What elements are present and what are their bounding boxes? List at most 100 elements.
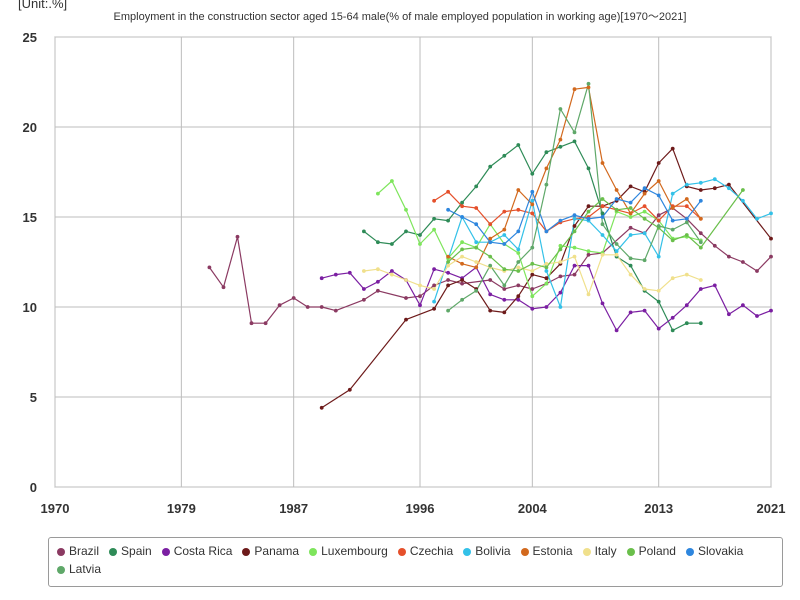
data-point-estonia: [502, 227, 507, 232]
data-point-italy: [390, 272, 394, 277]
data-point-bolivia: [572, 216, 577, 221]
data-point-italy: [670, 276, 675, 281]
data-point-estonia: [544, 166, 549, 171]
legend-item-costa-rica: Costa Rica: [161, 544, 233, 558]
data-point-panama: [488, 308, 493, 313]
data-point-estonia: [460, 261, 464, 266]
data-point-poland: [600, 197, 605, 201]
data-point-bolivia: [670, 191, 675, 196]
data-point-brazil: [741, 260, 745, 264]
data-point-italy: [474, 260, 479, 264]
data-point-slovakia: [628, 200, 633, 205]
legend-item-latvia: Latvia: [57, 562, 101, 576]
data-point-brazil: [502, 287, 507, 291]
data-point-brazil: [207, 265, 212, 270]
series-line-costa-rica: [321, 265, 772, 331]
data-point-costa-rica: [488, 292, 493, 297]
data-point-brazil: [530, 287, 535, 291]
data-point-czechia: [460, 204, 464, 209]
legend-label: Latvia: [69, 562, 102, 576]
data-point-czechia: [642, 204, 647, 209]
legend-label: Costa Rica: [173, 544, 233, 558]
data-point-brazil: [572, 272, 577, 277]
data-point-panama: [712, 186, 717, 191]
data-point-poland: [642, 216, 647, 221]
data-point-panama: [544, 276, 549, 281]
data-point-italy: [642, 287, 647, 291]
data-point-latvia: [474, 288, 479, 293]
data-point-czechia: [600, 204, 605, 209]
data-point-brazil: [586, 252, 591, 257]
data-point-bolivia: [769, 211, 773, 216]
grid-lines: [54, 36, 772, 488]
data-point-slovakia: [530, 189, 535, 194]
data-point-czechia: [432, 198, 436, 203]
legend-label: Czechia: [409, 544, 454, 558]
legend-label: Panama: [254, 544, 300, 558]
data-point-latvia: [614, 242, 619, 246]
data-point-italy: [544, 261, 549, 266]
data-point-slovakia: [586, 216, 591, 221]
data-point-costa-rica: [628, 310, 633, 315]
legend-item-luxembourg: Luxembourg: [309, 544, 388, 558]
y-tick-label: 5: [30, 390, 37, 405]
x-tick-label: 1970: [41, 501, 70, 516]
data-point-italy: [418, 283, 422, 288]
data-point-estonia: [670, 206, 675, 210]
data-point-estonia: [516, 188, 521, 192]
data-point-costa-rica: [516, 297, 521, 302]
data-point-slovakia: [446, 207, 450, 212]
data-point-bolivia: [530, 198, 535, 203]
data-point-bolivia: [614, 249, 619, 254]
data-point-italy: [628, 272, 633, 277]
data-point-poland: [502, 267, 507, 272]
data-point-spain: [698, 321, 703, 326]
data-point-panama: [347, 387, 352, 392]
y-tick-label: 10: [23, 300, 37, 315]
data-point-brazil: [628, 225, 633, 230]
data-point-panama: [670, 146, 675, 151]
data-point-spain: [530, 171, 535, 176]
data-point-poland: [670, 238, 675, 243]
data-point-poland: [474, 245, 479, 250]
data-point-latvia: [572, 130, 577, 135]
data-point-brazil: [404, 296, 408, 300]
data-point-latvia: [684, 220, 689, 225]
data-point-latvia: [586, 81, 591, 86]
series-line-luxembourg: [377, 180, 701, 297]
data-point-panama: [656, 161, 661, 165]
data-point-costa-rica: [530, 306, 535, 311]
data-point-costa-rica: [502, 297, 507, 302]
data-point-estonia: [488, 236, 493, 241]
data-point-estonia: [684, 197, 689, 201]
y-tick-label: 15: [23, 210, 37, 225]
data-point-estonia: [586, 85, 591, 90]
legend-label: Bolivia: [475, 544, 511, 558]
data-point-italy: [516, 265, 521, 270]
data-point-brazil: [235, 234, 240, 239]
data-point-spain: [446, 218, 450, 223]
data-point-bolivia: [698, 180, 703, 185]
data-point-brazil: [460, 281, 464, 286]
data-point-latvia: [516, 260, 521, 264]
data-point-costa-rica: [347, 270, 352, 275]
legend-label: Spain: [121, 544, 152, 558]
data-point-panama: [516, 294, 521, 299]
data-point-costa-rica: [727, 312, 731, 317]
data-point-slovakia: [600, 215, 605, 219]
series-line-poland: [447, 189, 744, 272]
data-point-slovakia: [614, 197, 619, 201]
data-point-luxembourg: [390, 179, 394, 183]
legend-label: Luxembourg: [321, 544, 388, 558]
legend-label: Brazil: [69, 544, 100, 558]
data-point-latvia: [502, 283, 507, 288]
data-point-luxembourg: [404, 207, 408, 212]
data-point-bolivia: [558, 305, 563, 309]
data-point-italy: [404, 278, 408, 282]
y-tick-label: 0: [30, 480, 37, 495]
data-point-spain: [586, 166, 591, 171]
data-point-bolivia: [712, 177, 717, 182]
data-point-latvia: [488, 263, 493, 268]
data-point-panama: [727, 182, 731, 187]
y-tick-label: 20: [23, 120, 37, 135]
